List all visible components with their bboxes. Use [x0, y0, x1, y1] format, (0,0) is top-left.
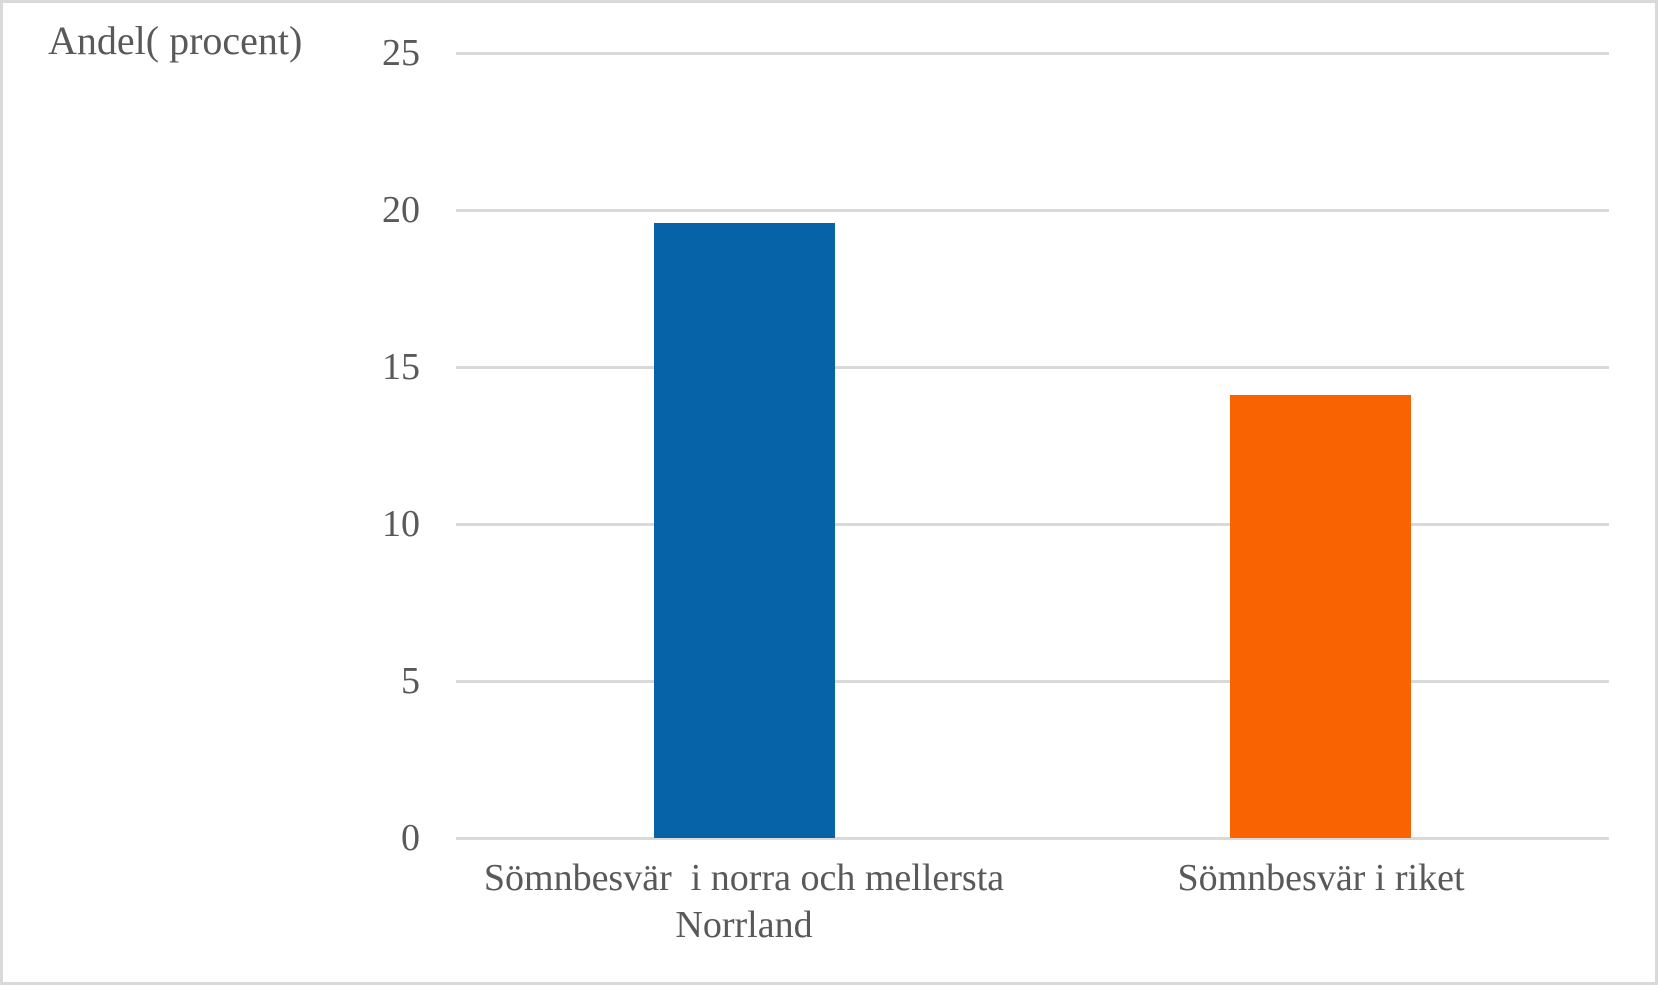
y-axis-title: Andel( procent) — [48, 18, 303, 63]
gridline-20 — [456, 209, 1609, 212]
y-axis-tick-label-20: 20 — [382, 189, 420, 231]
y-axis-tick-label-15: 15 — [382, 346, 420, 388]
bar-1 — [654, 223, 835, 838]
x-axis-line — [456, 837, 1609, 840]
gridline-10 — [456, 523, 1609, 526]
y-axis-tick-label-10: 10 — [382, 503, 420, 545]
gridline-25 — [456, 52, 1609, 55]
y-axis-tick-label-0: 0 — [401, 817, 420, 859]
y-axis-tick-label-5: 5 — [401, 660, 420, 702]
gridline-15 — [456, 366, 1609, 369]
x-axis-category-label-1: Sömnbesvär i norra och mellersta Norrlan… — [483, 857, 1005, 946]
bar-2 — [1230, 395, 1411, 838]
x-axis-category-label-2: Sömnbesvär i riket — [1177, 857, 1465, 899]
gridline-5 — [456, 680, 1609, 683]
y-axis-tick-label-25: 25 — [382, 32, 420, 74]
